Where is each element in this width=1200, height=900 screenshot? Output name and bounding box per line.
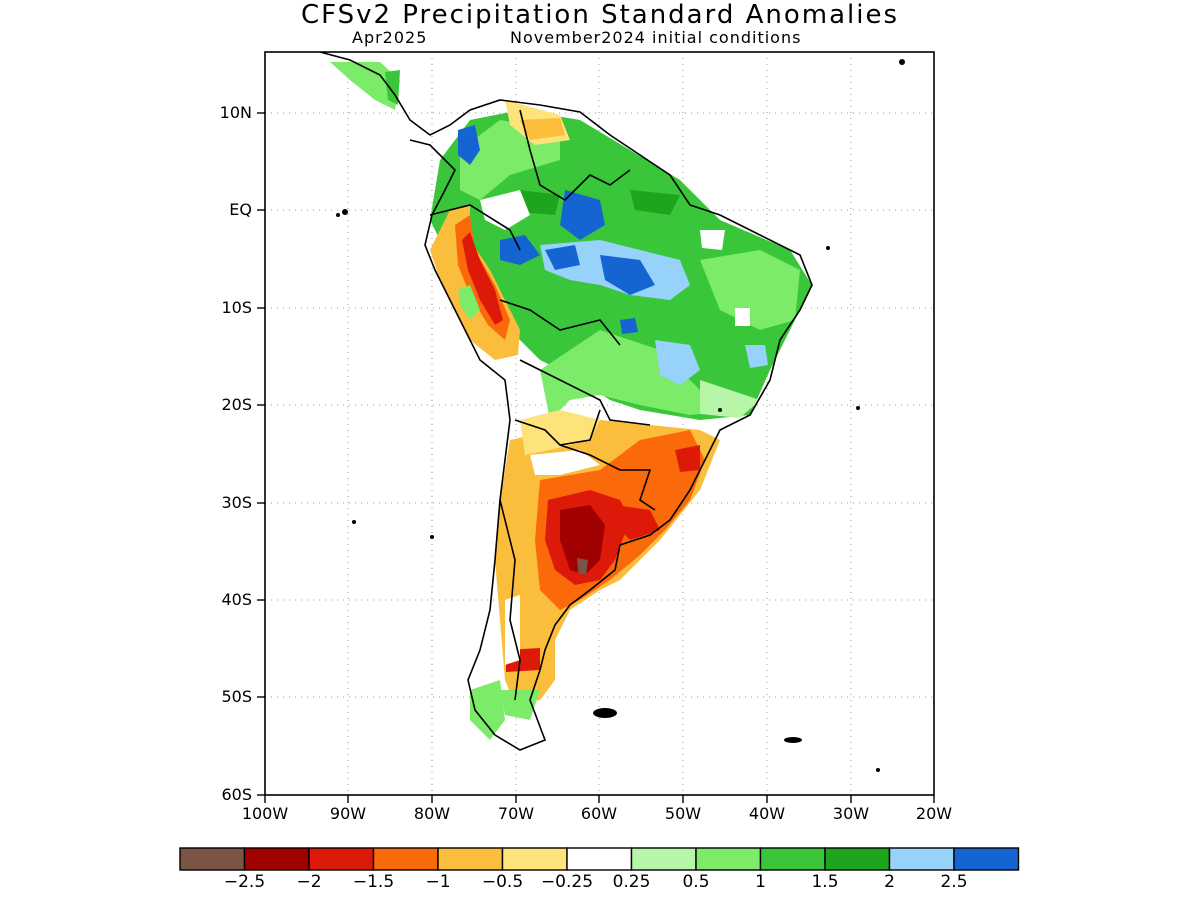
lat-label: 30S [221, 493, 252, 512]
lon-label: 20W [915, 804, 953, 823]
colorbar-tick-label: 2.5 [940, 872, 968, 892]
colorbar-swatch [953, 847, 1020, 871]
colorbar-swatch [179, 847, 246, 871]
valid-month-label: Apr2025 [352, 28, 428, 47]
lat-label: 50S [221, 687, 252, 706]
colorbar-tick-label: −2 [296, 872, 322, 892]
colorbar-tick-label: −1.5 [352, 872, 395, 892]
lat-label: 10S [221, 298, 252, 317]
lon-label: 100W [241, 804, 289, 823]
lat-label: 10N [219, 103, 252, 122]
colorbar-tick-label: −1 [425, 872, 451, 892]
anomaly-blue-north [458, 125, 480, 165]
lat-label: 60S [221, 785, 252, 804]
islands [336, 59, 905, 772]
colorbar-swatch [308, 847, 375, 871]
colorbar-swatch [695, 847, 762, 871]
lon-label: 90W [329, 804, 367, 823]
lat-label: EQ [229, 200, 252, 219]
colorbar-tick-label: 0.5 [682, 872, 710, 892]
map-title: CFSv2 Precipitation Standard Anomalies [300, 0, 900, 30]
lon-label: 70W [497, 804, 535, 823]
colorbar-swatch [372, 847, 439, 871]
anomaly-field [330, 62, 812, 740]
colorbar-tick-label: 2 [884, 872, 895, 892]
colorbar-tick-label: −2.5 [223, 872, 266, 892]
colorbar-tick-label: −0.5 [481, 872, 524, 892]
colorbar [179, 847, 1020, 871]
lat-label: 40S [221, 590, 252, 609]
colorbar-swatch [501, 847, 568, 871]
coastline [319, 52, 813, 751]
anomaly-blue-amazon [560, 190, 605, 240]
colorbar-swatch [437, 847, 504, 871]
lon-label: 30W [832, 804, 870, 823]
lon-label: 50W [664, 804, 702, 823]
anomaly-light-green-east [700, 250, 800, 330]
colorbar-tick-label: 1.5 [811, 872, 839, 892]
colorbar-swatch [630, 847, 697, 871]
colorbar-tick-label: −0.25 [540, 872, 594, 892]
colorbar-tick-label: 0.25 [612, 872, 651, 892]
lon-label: 80W [413, 804, 451, 823]
initial-conditions-label: November2024 initial conditions [510, 28, 802, 47]
lon-label: 60W [580, 804, 618, 823]
colorbar-swatch [566, 847, 633, 871]
colorbar-swatch [888, 847, 955, 871]
colorbar-swatch [759, 847, 826, 871]
lon-label: 40W [748, 804, 786, 823]
lat-label: 20S [221, 395, 252, 414]
colorbar-swatch [243, 847, 310, 871]
colorbar-swatch [824, 847, 891, 871]
colorbar-tick-label: 1 [755, 872, 766, 892]
